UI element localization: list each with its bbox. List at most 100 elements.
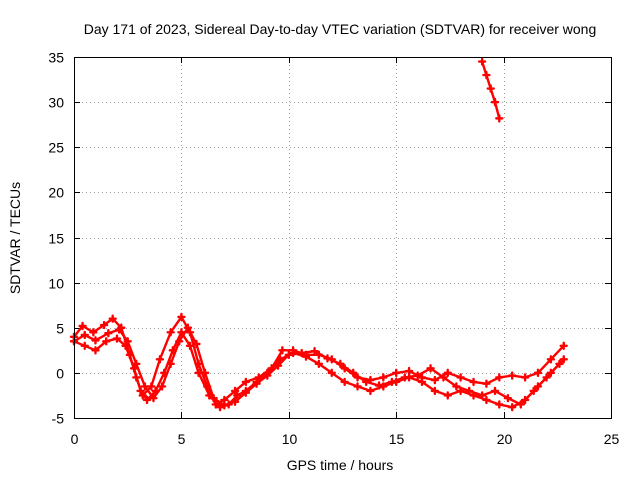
data-point-marker: [205, 391, 214, 400]
data-point-marker: [284, 350, 293, 360]
data-point-marker: [486, 84, 495, 93]
data-point-marker: [194, 368, 203, 378]
y-tick-label: 35: [48, 50, 64, 66]
data-point-marker: [555, 359, 564, 369]
series-track-2: [69, 328, 568, 412]
data-point-marker: [465, 386, 474, 396]
data-point-marker: [490, 97, 500, 107]
data-point-marker: [400, 373, 409, 382]
data-point-marker: [366, 386, 375, 396]
data-point-marker: [177, 328, 186, 337]
data-point-marker: [114, 325, 124, 334]
data-point-marker: [559, 341, 568, 350]
data-point-marker: [142, 395, 152, 405]
data-point-marker: [297, 348, 306, 358]
data-point-marker: [495, 373, 504, 382]
data-point-marker: [273, 361, 283, 370]
plot-frame: [74, 57, 612, 419]
data-series: [69, 57, 568, 412]
data-point-marker: [166, 328, 175, 337]
data-point-marker: [99, 320, 109, 330]
data-point-marker: [430, 375, 440, 385]
data-point-marker: [108, 314, 117, 323]
data-point-marker: [507, 402, 517, 412]
data-point-marker: [495, 114, 504, 123]
data-point-marker: [477, 57, 487, 66]
data-point-marker: [516, 400, 525, 409]
y-axis-label: SDTVAR / TECUs: [7, 182, 23, 294]
data-point-marker: [278, 346, 287, 355]
data-point-marker: [392, 368, 401, 378]
data-point-marker: [542, 373, 551, 382]
data-point-marker: [263, 371, 272, 380]
data-point-marker: [80, 341, 89, 350]
data-point-marker: [123, 337, 132, 346]
data-point-marker: [276, 355, 285, 364]
data-point-marker: [482, 70, 491, 80]
y-tick-label: 30: [48, 95, 64, 111]
data-point-marker: [439, 373, 448, 382]
data-point-marker: [452, 382, 461, 391]
x-tick-label: 25: [604, 431, 620, 447]
data-point-marker: [482, 395, 491, 405]
data-point-marker: [183, 323, 193, 332]
data-point-marker: [132, 359, 141, 369]
data-point-marker: [503, 393, 513, 403]
data-point-marker: [209, 393, 218, 403]
data-point-marker: [520, 373, 530, 382]
data-point-marker: [404, 366, 414, 376]
data-point-marker: [155, 355, 165, 364]
data-point-marker: [80, 330, 89, 340]
data-point-marker: [91, 336, 100, 345]
data-point-marker: [147, 382, 156, 391]
data-point-marker: [252, 379, 261, 388]
y-tick-label: 0: [56, 366, 64, 382]
chart-title: Day 171 of 2023, Sidereal Day-to-day VTE…: [84, 21, 597, 37]
data-point-marker: [301, 352, 311, 361]
y-tick-label: 20: [48, 185, 64, 201]
data-point-marker: [349, 368, 358, 378]
data-point-marker: [220, 401, 229, 410]
series-track-4: [477, 57, 504, 123]
data-point-marker: [241, 388, 251, 397]
data-point-marker: [379, 373, 388, 382]
data-point-marker: [387, 377, 397, 387]
data-point-marker: [175, 337, 184, 346]
data-point-marker: [529, 386, 538, 396]
data-point-marker: [482, 379, 491, 388]
data-point-marker: [136, 386, 145, 396]
y-tick-label: 25: [48, 140, 64, 156]
data-point-marker: [490, 386, 500, 396]
x-axis-label: GPS time / hours: [287, 457, 394, 473]
data-point-marker: [469, 377, 478, 387]
y-tick-label: 5: [56, 321, 64, 337]
data-point-marker: [149, 393, 158, 403]
data-point-marker: [430, 386, 440, 396]
data-point-marker: [507, 371, 517, 380]
data-point-marker: [78, 321, 87, 331]
data-point-marker: [185, 341, 195, 350]
x-tick-label: 0: [71, 431, 79, 447]
data-point-marker: [426, 364, 435, 373]
data-point-marker: [417, 377, 427, 387]
series-line: [72, 326, 561, 407]
data-point-marker: [112, 334, 122, 343]
data-point-marker: [495, 400, 504, 409]
data-point-marker: [353, 382, 362, 391]
data-point-marker: [89, 328, 98, 337]
data-point-marker: [192, 339, 201, 349]
data-point-marker: [327, 368, 336, 378]
data-point-marker: [104, 328, 113, 338]
y-tick-label: 10: [48, 276, 64, 292]
data-point-marker: [91, 346, 100, 355]
data-point-marker: [443, 368, 452, 378]
data-point-marker: [477, 391, 487, 400]
x-tick-label: 10: [282, 431, 298, 447]
y-tick-label: -5: [52, 411, 65, 427]
data-point-marker: [241, 377, 251, 387]
data-point-marker: [336, 359, 345, 369]
data-point-marker: [374, 381, 384, 390]
data-point-marker: [230, 397, 240, 406]
data-point-marker: [157, 382, 167, 391]
